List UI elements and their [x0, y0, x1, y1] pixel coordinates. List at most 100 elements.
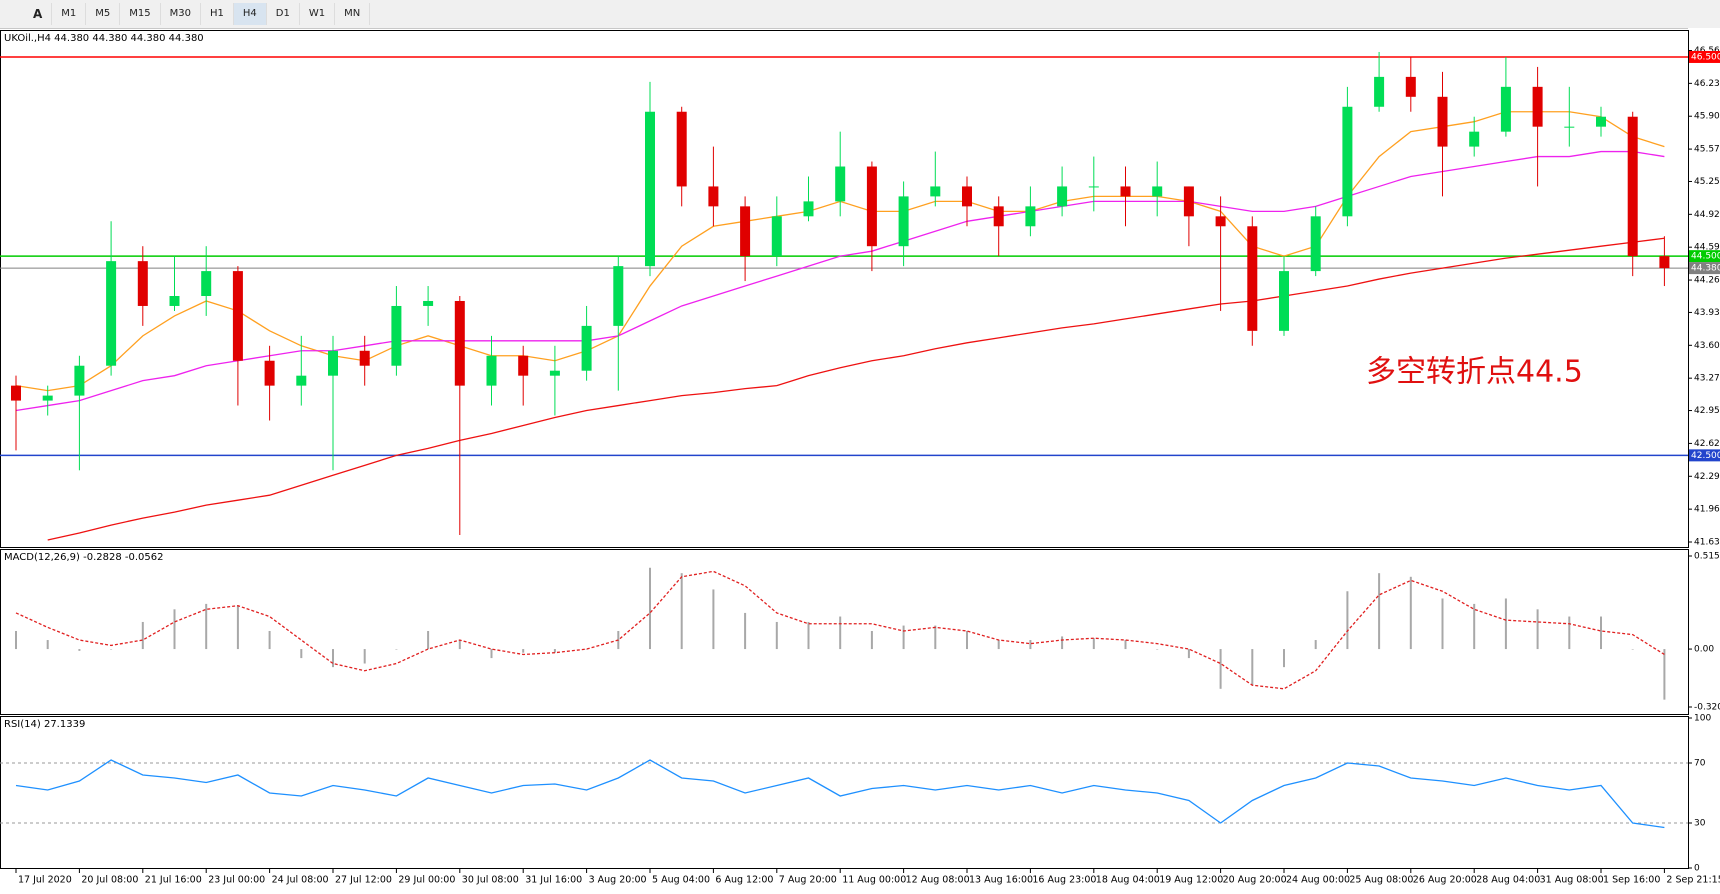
y-tick-label: 0: [1694, 864, 1700, 874]
macd-bar: [141, 621, 144, 650]
x-tick-label: 16 Aug 23:00: [1032, 875, 1096, 886]
y-tick-label: 41.960: [1694, 505, 1720, 515]
macd-bar: [522, 649, 525, 653]
candle-body: [1342, 106, 1353, 217]
x-tick-label: 2 Sep 21:15: [1666, 875, 1720, 886]
macd-bar: [1504, 598, 1507, 650]
price-label-box: [1689, 250, 1720, 263]
y-tick-label: 0.00: [1694, 645, 1714, 655]
macd-bar: [585, 649, 588, 650]
candle-body: [1437, 96, 1448, 147]
candle-body: [391, 305, 402, 366]
macd-bar: [1378, 573, 1381, 650]
price-label-box: [1689, 262, 1720, 275]
macd-bar: [1314, 640, 1317, 650]
macd-bar: [1441, 598, 1444, 650]
candle-body: [1215, 216, 1226, 227]
macd-bar: [1061, 636, 1064, 650]
y-tick-label: 44.260: [1694, 276, 1720, 286]
macd-bar: [427, 630, 430, 650]
y-tick-label: 44.920: [1694, 210, 1720, 220]
candle-body: [296, 375, 307, 386]
toolbar-button[interactable]: MN: [335, 3, 371, 25]
candle-body: [1057, 186, 1068, 207]
y-tick-label: 44.590: [1694, 243, 1720, 253]
x-tick-label: 1 Sep 16:00: [1603, 875, 1660, 886]
macd-bar: [1600, 616, 1602, 650]
panel-frame: [0, 549, 1689, 715]
macd-bar: [1029, 640, 1032, 650]
macd-bar: [78, 649, 81, 651]
candle-body: [1088, 186, 1099, 188]
x-tick-label: 21 Jul 16:00: [145, 875, 202, 886]
candle-body: [232, 271, 243, 361]
price-label-box: [1689, 449, 1720, 462]
candle-body: [1596, 116, 1606, 127]
macd-bar: [1187, 649, 1190, 659]
annotation: 多空转折点44.5: [1366, 355, 1583, 390]
macd-bar: [966, 630, 968, 650]
x-tick-label: 31 Jul 16:00: [525, 875, 582, 886]
candle-body: [708, 186, 719, 207]
toolbar-button[interactable]: M30: [161, 3, 202, 25]
price-label: 42.500: [1691, 451, 1720, 461]
y-tick-label: 43.275: [1694, 374, 1720, 384]
panel-frame: [0, 716, 1689, 869]
x-tick-label: 13 Aug 16:00: [969, 875, 1033, 886]
y-tick-label: 41.630: [1694, 538, 1720, 548]
macd-signal: [15, 570, 1665, 690]
toolbar-button[interactable]: D1: [267, 3, 300, 25]
toolbar: A M1 M5 M15 M30 H1 H4 D1 W1 MN: [0, 0, 1720, 29]
candle-body: [1152, 186, 1163, 197]
macd-bar: [46, 640, 49, 650]
y-tick-label: 0.5151: [1694, 552, 1720, 562]
candle-body: [11, 385, 21, 401]
macd-bar: [1283, 649, 1285, 668]
macd-bar: [300, 649, 303, 659]
y-tick-label: 70: [1694, 759, 1706, 769]
macd-bar: [712, 589, 715, 650]
candle-body: [1659, 256, 1670, 269]
candle-body: [613, 266, 624, 326]
macd-bar: [997, 640, 1000, 650]
x-tick-label: 26 Aug 20:00: [1413, 875, 1477, 886]
toolbar-button[interactable]: W1: [300, 3, 336, 25]
candle-body: [1532, 86, 1543, 127]
x-tick-label: 17 Jul 2020: [18, 875, 72, 886]
candle-body: [676, 111, 687, 187]
x-tick-label: 23 Jul 00:00: [208, 875, 265, 886]
macd-bar: [680, 573, 683, 650]
y-tick-label: 30: [1694, 819, 1706, 829]
rsi-line: [15, 759, 1665, 829]
y-tick-label: 45.905: [1694, 112, 1720, 122]
toolbar-button[interactable]: H1: [201, 3, 234, 25]
candle-body: [169, 296, 180, 306]
candle-body: [803, 201, 814, 217]
x-tick-label: 11 Aug 00:00: [842, 875, 906, 886]
toolbar-button[interactable]: M15: [120, 3, 161, 25]
x-tick-label: 18 Aug 04:00: [1096, 875, 1160, 886]
toolbar-button[interactable]: A: [24, 3, 53, 25]
candle-body: [1279, 271, 1289, 331]
macd-bar: [1156, 649, 1159, 650]
x-tick-label: 31 Aug 08:00: [1540, 875, 1604, 886]
toolbar-button[interactable]: H4: [233, 3, 267, 25]
candle-body: [835, 166, 846, 202]
macd-bar: [332, 649, 334, 668]
candle-body: [137, 261, 148, 306]
toolbar-button[interactable]: M5: [86, 3, 121, 25]
price-label: 46.500: [1691, 52, 1720, 62]
candle-body: [1500, 86, 1511, 132]
candle-body: [1310, 216, 1321, 272]
macd-bar: [236, 605, 239, 650]
price-label: 44.500: [1691, 252, 1720, 262]
x-tick-label: 28 Aug 04:00: [1476, 875, 1540, 886]
macd-bar: [268, 630, 271, 650]
price-label-box: [1689, 50, 1720, 63]
x-tick-label: 19 Aug 12:00: [1159, 875, 1223, 886]
toolbar-button[interactable]: M1: [52, 3, 87, 25]
candle-body: [1564, 126, 1575, 128]
candle-body: [930, 186, 941, 197]
x-tick-label: 3 Aug 20:00: [589, 875, 647, 886]
